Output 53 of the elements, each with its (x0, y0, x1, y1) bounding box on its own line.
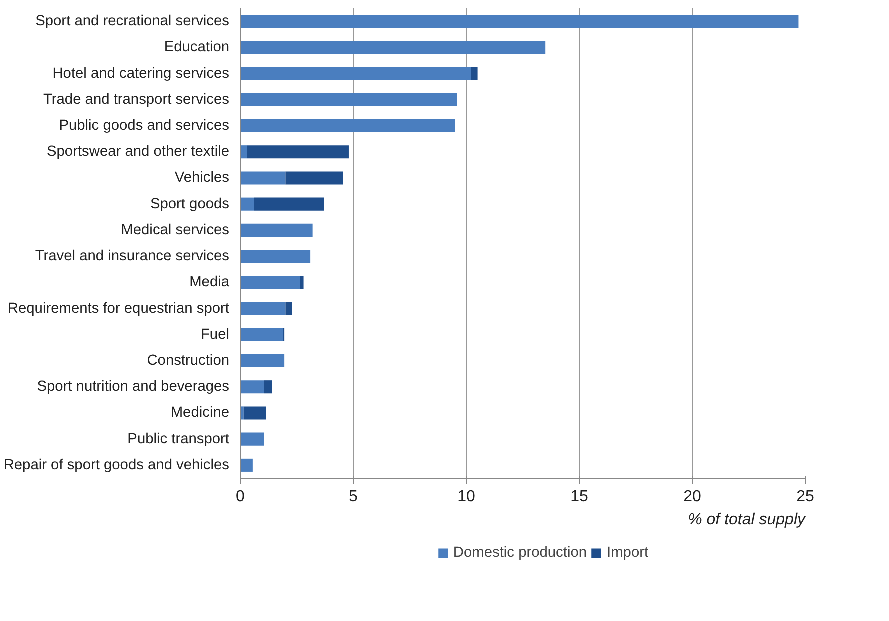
bar (240, 458, 253, 472)
y-tick-label: Requirements for equestrian sport (8, 300, 230, 317)
y-tick-label: Public goods and services (59, 118, 230, 134)
bar (240, 67, 472, 80)
y-tick-label: Vehicles (174, 170, 230, 186)
bar (240, 432, 264, 446)
bar (240, 224, 313, 237)
y-tick-label: Sport and recrational services (36, 14, 230, 30)
bar (240, 328, 284, 342)
y-tick-label: Medicine (170, 405, 230, 422)
bar (240, 15, 799, 28)
y-tick-label: Travel and insurance services (35, 248, 230, 265)
bar (240, 354, 285, 368)
legend-label: Domestic production (453, 545, 588, 561)
bar (264, 380, 272, 394)
x-tick-label: 0 (236, 488, 246, 506)
y-tick-label: Construction (147, 353, 230, 369)
y-tick-label: Trade and transport services (44, 92, 230, 108)
x-tick-label: 20 (684, 488, 702, 506)
bar (240, 302, 286, 316)
bar (240, 250, 311, 264)
y-tick-label: Sportswear and other textile (47, 144, 230, 160)
y-tick-label: Sport goods (150, 196, 230, 212)
bar (240, 276, 300, 290)
bar (240, 41, 546, 54)
bar (240, 198, 254, 211)
bar (240, 172, 286, 185)
bar (286, 172, 344, 185)
bar (240, 93, 458, 106)
bar (300, 276, 304, 290)
bar (240, 380, 264, 394)
bar (240, 406, 244, 420)
y-tick-label: Hotel and catering services (52, 66, 230, 82)
y-tick-label: Sport nutrition and beverages (37, 379, 230, 396)
bar (240, 119, 456, 133)
bar (286, 302, 292, 316)
x-tick-label: 25 (796, 488, 814, 506)
bar (254, 198, 324, 211)
bar (471, 67, 478, 80)
bar (244, 406, 266, 420)
y-tick-label: Medical services (121, 222, 230, 238)
bar (240, 146, 248, 159)
x-tick-label: 10 (458, 488, 476, 506)
y-tick-label: Media (190, 274, 230, 291)
y-tick-label: Education (164, 40, 230, 56)
y-tick-label: Repair of sport goods and vehicles (4, 457, 230, 474)
bar (247, 146, 349, 159)
x-tick-label: 15 (570, 488, 588, 506)
y-tick-label: Public transport (128, 431, 230, 448)
y-tick-label: Fuel (200, 326, 230, 343)
x-tick-label: 5 (349, 488, 358, 506)
legend-label: Import (607, 545, 649, 561)
x-axis-title: % of total supply (688, 512, 806, 528)
